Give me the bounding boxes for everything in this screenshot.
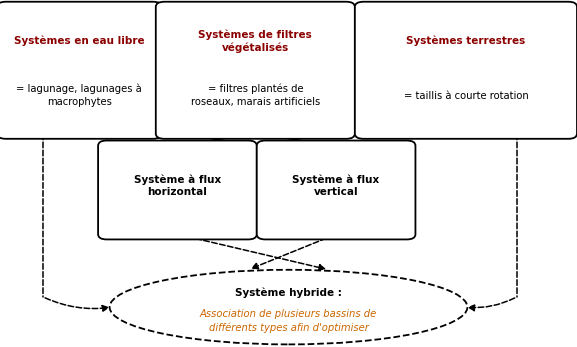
FancyBboxPatch shape [355, 2, 577, 139]
FancyBboxPatch shape [0, 2, 162, 139]
FancyBboxPatch shape [98, 141, 257, 239]
Text: Association de plusieurs bassins de
différents types afin d'optimiser: Association de plusieurs bassins de diff… [200, 308, 377, 333]
Text: = taillis à courte rotation: = taillis à courte rotation [403, 91, 529, 101]
Text: = lagunage, lagunages à
macrophytes: = lagunage, lagunages à macrophytes [17, 84, 142, 108]
FancyBboxPatch shape [156, 2, 355, 139]
Text: Systèmes terrestres: Systèmes terrestres [406, 36, 526, 46]
Text: Système hybride :: Système hybride : [235, 287, 342, 298]
Text: = filtres plantés de
roseaux, marais artificiels: = filtres plantés de roseaux, marais art… [190, 84, 320, 108]
FancyBboxPatch shape [257, 141, 415, 239]
Text: Systèmes en eau libre: Systèmes en eau libre [14, 36, 145, 46]
Text: Système à flux
vertical: Système à flux vertical [293, 174, 380, 197]
Text: Système à flux
horizontal: Système à flux horizontal [134, 174, 221, 197]
Ellipse shape [110, 270, 467, 344]
Text: Systèmes de filtres
végétalisés: Systèmes de filtres végétalisés [198, 29, 312, 53]
